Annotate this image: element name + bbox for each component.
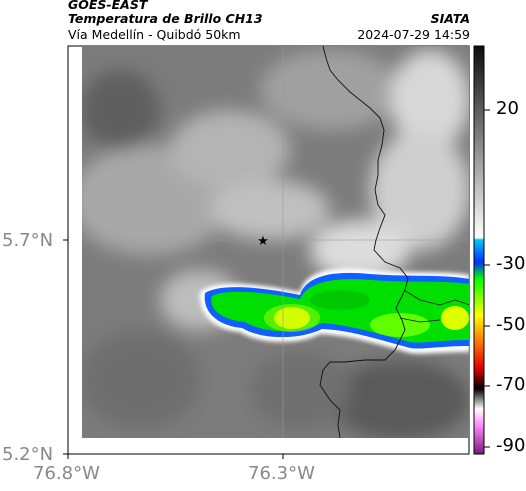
star-icon: ★ — [257, 234, 269, 249]
internal-border — [403, 289, 469, 306]
lon-label-76.8: 76.8°W — [33, 463, 100, 484]
product-title: Temperatura de Brillo CH13 — [68, 11, 263, 26]
internal-border-2 — [399, 317, 441, 323]
satellite-title: GOES-EAST — [68, 0, 148, 12]
border-line — [319, 46, 409, 438]
lat-label-5.2: 5.2°N — [2, 444, 54, 465]
lat-label-5.7: 5.7°N — [2, 230, 54, 251]
satellite-image — [82, 46, 469, 438]
convective-cloud-band — [199, 268, 469, 354]
colorbar-label-minus70: -70 — [496, 374, 526, 395]
colorbar-label-minus90: -90 — [496, 435, 526, 456]
colorbar — [473, 45, 485, 455]
colorbar-label-minus30: -30 — [496, 253, 526, 274]
colorbar-label-20: 20 — [496, 98, 519, 119]
agency-label: SIATA — [430, 11, 470, 26]
lon-label-76.3: 76.3°W — [248, 463, 315, 484]
region-subtitle: Vía Medellín - Quibdó 50km — [68, 27, 241, 42]
timestamp: 2024-07-29 14:59 — [357, 27, 470, 42]
colorbar-label-minus50: -50 — [496, 314, 526, 335]
